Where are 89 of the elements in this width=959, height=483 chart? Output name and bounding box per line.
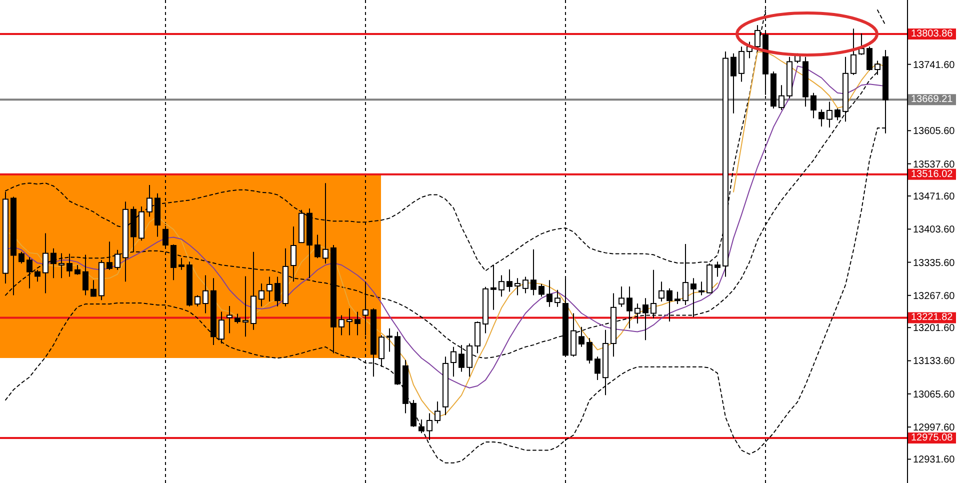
- candlestick: [826, 101, 832, 128]
- candlestick: [58, 252, 64, 279]
- candlestick: [26, 256, 32, 289]
- candlestick: [474, 321, 480, 354]
- candlestick: [114, 249, 120, 270]
- candlestick: [834, 108, 840, 121]
- y-tick-label: 13403.60: [913, 224, 956, 236]
- candlestick: [674, 291, 680, 304]
- candlestick: [42, 232, 48, 294]
- candlestick: [242, 276, 248, 338]
- candlestick: [690, 278, 696, 318]
- candlestick: [594, 356, 600, 381]
- candlestick: [714, 261, 720, 278]
- candlestick: [50, 248, 56, 279]
- candlestick: [354, 311, 360, 336]
- candlestick: [274, 276, 280, 307]
- candlestick: [218, 311, 224, 344]
- candlestick: [738, 46, 744, 82]
- candlestick: [90, 280, 96, 298]
- candlestick: [514, 278, 520, 296]
- candlestick: [650, 269, 656, 319]
- candlestick: [194, 294, 200, 307]
- candlestick: [178, 258, 184, 270]
- y-tick-label: 13267.60: [913, 290, 956, 302]
- candlestick: [202, 274, 208, 314]
- y-tick-label: 13537.60: [913, 159, 956, 170]
- candlestick: [426, 412, 432, 441]
- candlestick: [170, 244, 176, 281]
- candlestick: [18, 251, 24, 264]
- y-tick-label: 12931.60: [913, 454, 956, 466]
- candlestick: [810, 92, 816, 119]
- candlestick: [82, 254, 88, 296]
- y-tick-label: 13335.60: [913, 258, 956, 269]
- candlestick: [778, 84, 784, 110]
- candlestick: [378, 334, 384, 368]
- candlestick: [106, 241, 112, 270]
- candlestick: [546, 280, 552, 308]
- candlestick: [554, 289, 560, 308]
- candlestick: [866, 46, 872, 71]
- candlestick: [730, 52, 736, 114]
- candlestick: [498, 274, 504, 298]
- candlestick: [266, 276, 272, 302]
- candlestick: [578, 326, 584, 348]
- candlestick: [586, 338, 592, 364]
- candlestick: [410, 400, 416, 428]
- candlestick: [642, 298, 648, 341]
- candlestick: [234, 313, 240, 324]
- candlestick: [162, 226, 168, 249]
- candlestick: [314, 234, 320, 259]
- candlestick: [66, 253, 72, 278]
- candlestick: [34, 269, 40, 282]
- candlestick: [434, 400, 440, 424]
- y-tick-label: 13133.60: [913, 356, 956, 368]
- candlestick: [450, 346, 456, 378]
- candlestick: [626, 286, 632, 329]
- candlestick: [338, 314, 344, 336]
- ref-line-label: 13669.21: [911, 94, 954, 106]
- candlestick: [226, 305, 232, 334]
- candlestick: [258, 283, 264, 307]
- candlestick: [418, 419, 424, 434]
- ref-line-label: 13803.86: [911, 28, 954, 40]
- candlestick: [386, 328, 392, 352]
- y-tick-label: 13741.60: [913, 60, 956, 71]
- candlestick: [290, 226, 296, 282]
- candlestick: [858, 32, 864, 56]
- candlestick: [506, 268, 512, 292]
- ref-line-label: 13516.02: [911, 168, 954, 180]
- candlestick: [530, 248, 536, 296]
- candlestick: [618, 286, 624, 308]
- candlestick: [818, 108, 824, 128]
- ref-line-label: 12975.08: [911, 432, 954, 444]
- candlestick: [754, 24, 760, 52]
- y-tick-label: 13605.60: [913, 126, 956, 138]
- y-tick-label: 13471.60: [913, 191, 956, 202]
- ref-line-label: 13221.82: [911, 312, 954, 324]
- y-tick-label: 12997.60: [913, 422, 956, 434]
- candlestick: [522, 276, 528, 294]
- candlestick: [634, 303, 640, 324]
- candlestick: [322, 182, 328, 264]
- candlestick: [850, 28, 856, 76]
- candlestick: [698, 281, 704, 296]
- candlestick: [346, 308, 352, 336]
- candlestick: [362, 281, 368, 336]
- candlestick: [538, 284, 544, 298]
- candlestick: [146, 184, 152, 218]
- y-tick-label: 13201.60: [913, 323, 956, 334]
- y-tick-label: 13065.60: [913, 389, 956, 400]
- candlestick: [666, 288, 672, 322]
- candlestick: [658, 281, 664, 302]
